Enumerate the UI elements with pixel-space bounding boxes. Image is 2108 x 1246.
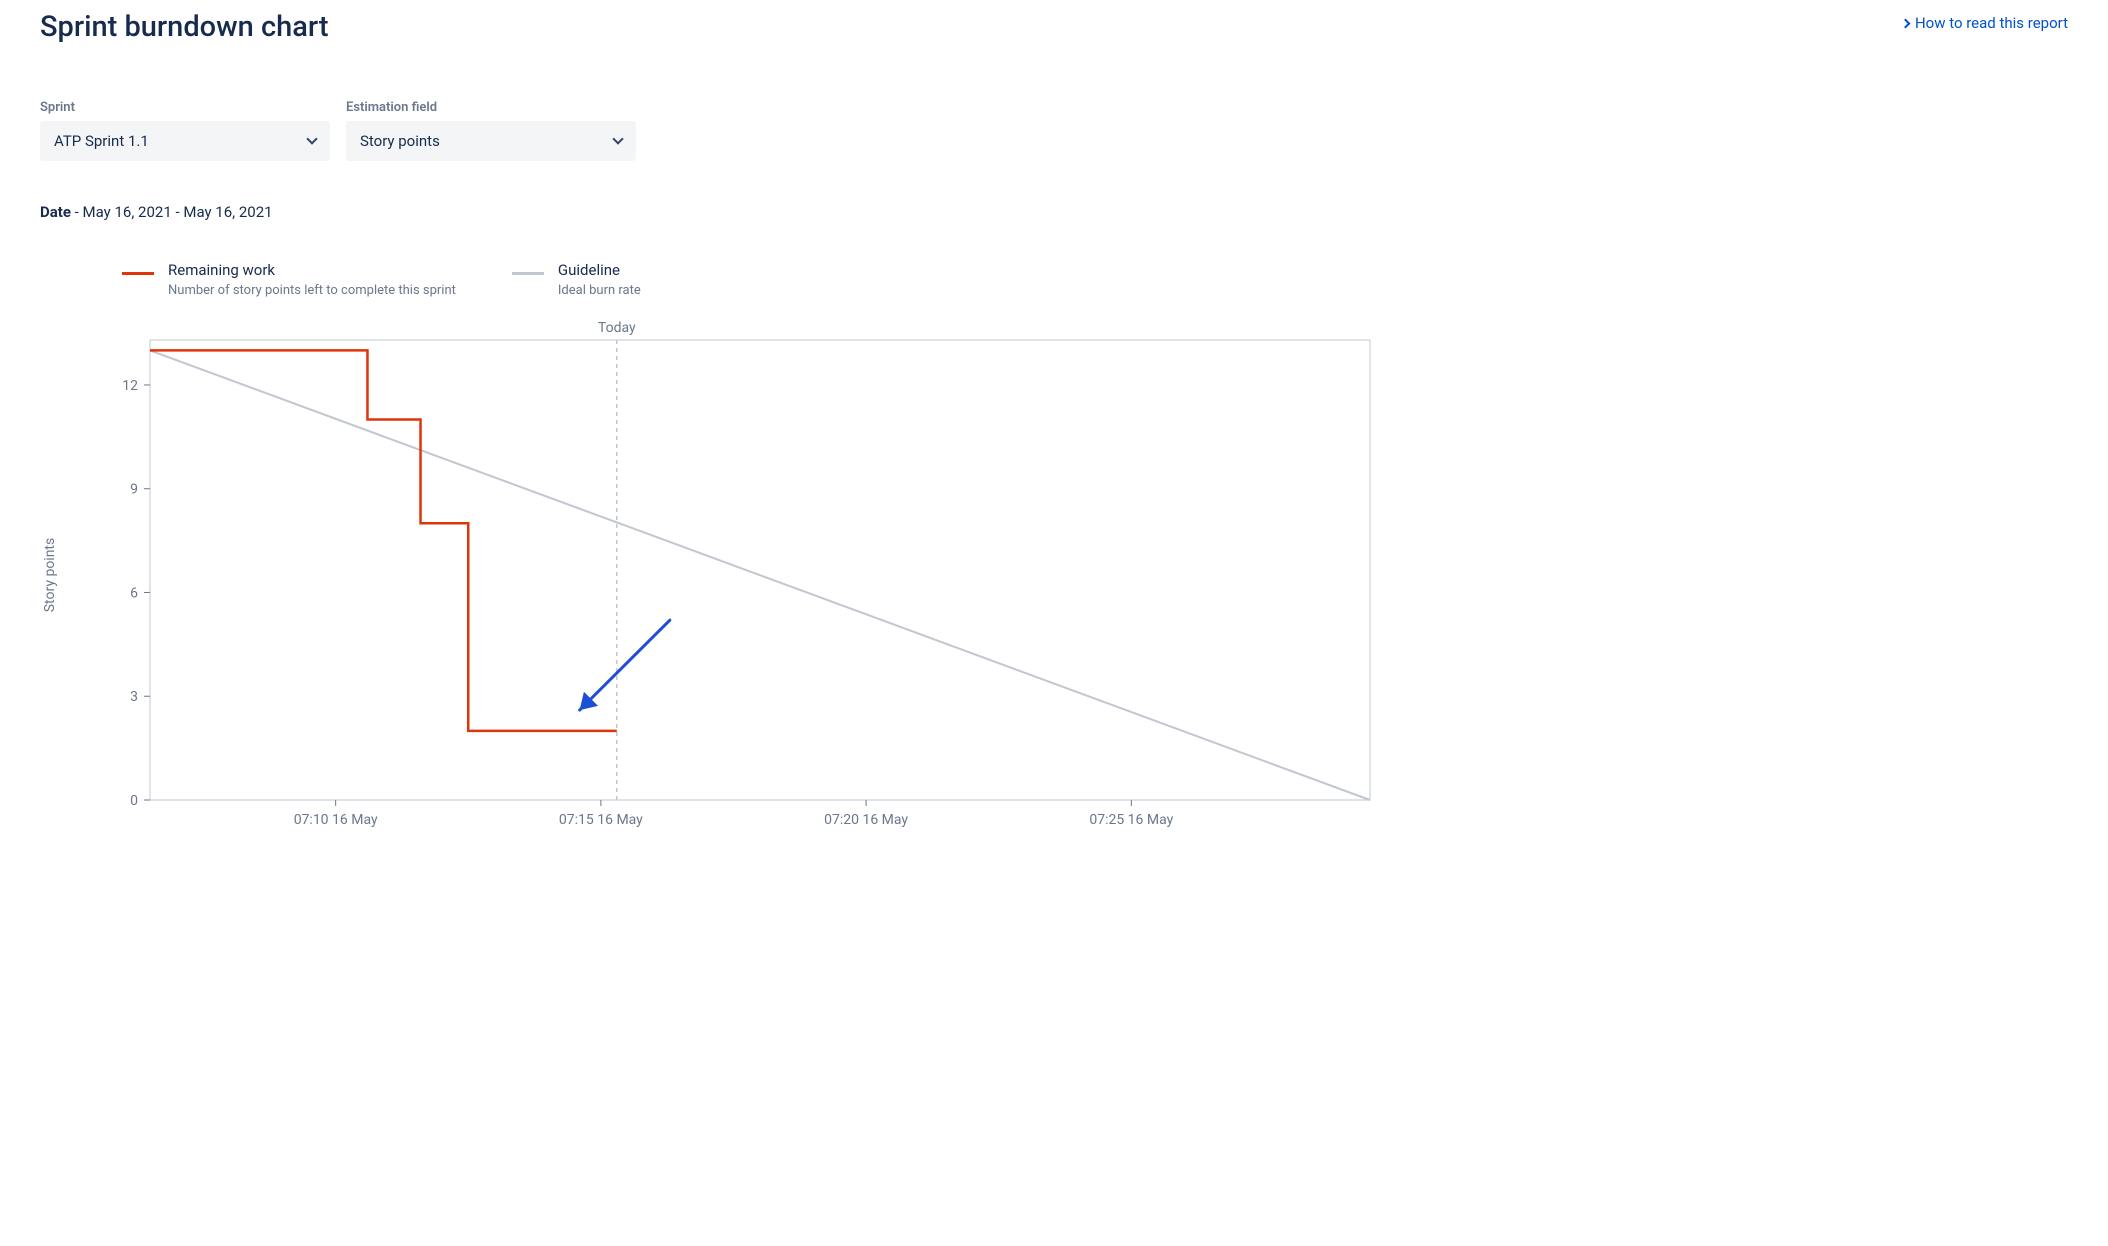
estimation-filter-label: Estimation field: [346, 100, 636, 115]
legend-item-remaining: Remaining work Number of story points le…: [122, 261, 456, 298]
svg-text:9: 9: [130, 482, 138, 498]
svg-text:3: 3: [130, 689, 138, 705]
estimation-select-value: Story points: [360, 132, 440, 150]
chevron-down-icon: [612, 133, 623, 144]
page-title: Sprint burndown chart: [40, 10, 329, 44]
legend-swatch-guideline: [512, 272, 544, 275]
help-link-label: How to read this report: [1915, 14, 2068, 32]
legend-swatch-remaining: [122, 272, 154, 275]
date-range-value: - May 16, 2021 - May 16, 2021: [71, 203, 273, 221]
svg-text:07:20 16 May: 07:20 16 May: [824, 812, 908, 828]
legend-sub-remaining: Number of story points left to complete …: [168, 283, 456, 298]
sprint-filter-label: Sprint: [40, 100, 330, 115]
legend-sub-guideline: Ideal burn rate: [558, 283, 641, 298]
chevron-down-icon: [306, 133, 317, 144]
sprint-select[interactable]: ATP Sprint 1.1: [40, 121, 330, 161]
date-range-prefix: Date: [40, 203, 71, 221]
y-axis-label: Story points: [42, 538, 58, 613]
chart-legend: Remaining work Number of story points le…: [122, 261, 2068, 298]
svg-text:Today: Today: [598, 320, 636, 336]
svg-text:07:10 16 May: 07:10 16 May: [294, 812, 378, 828]
legend-item-guideline: Guideline Ideal burn rate: [512, 261, 641, 298]
svg-text:0: 0: [130, 793, 138, 809]
legend-title-guideline: Guideline: [558, 261, 641, 279]
chevron-right-icon: [1901, 18, 1911, 28]
sprint-select-value: ATP Sprint 1.1: [54, 132, 149, 150]
legend-title-remaining: Remaining work: [168, 261, 456, 279]
estimation-select[interactable]: Story points: [346, 121, 636, 161]
date-range: Date - May 16, 2021 - May 16, 2021: [40, 203, 2068, 221]
svg-text:07:25 16 May: 07:25 16 May: [1089, 812, 1173, 828]
svg-text:07:15 16 May: 07:15 16 May: [559, 812, 643, 828]
burndown-chart: Today 0 3 6 9 12 07:10 16 May 07:15 16 May 07:20…: [60, 310, 1390, 840]
svg-text:6: 6: [130, 585, 138, 601]
svg-text:12: 12: [122, 378, 138, 394]
help-link[interactable]: How to read this report: [1902, 14, 2068, 32]
